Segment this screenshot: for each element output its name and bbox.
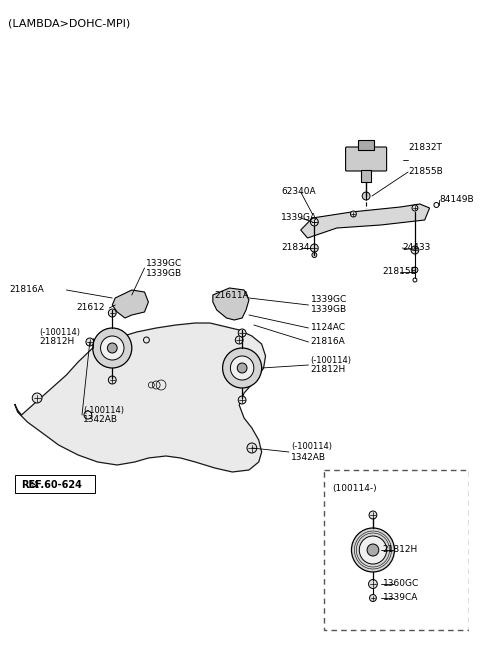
Text: 21611A: 21611A bbox=[215, 291, 250, 299]
Circle shape bbox=[247, 443, 257, 453]
Polygon shape bbox=[300, 204, 430, 238]
Text: 21834: 21834 bbox=[281, 244, 310, 252]
Circle shape bbox=[235, 336, 243, 344]
Polygon shape bbox=[15, 323, 265, 472]
Text: 1342AB: 1342AB bbox=[83, 415, 118, 424]
Text: 1360GC: 1360GC bbox=[383, 580, 419, 588]
Text: 21816A: 21816A bbox=[10, 286, 45, 295]
Text: 62340A: 62340A bbox=[281, 187, 316, 196]
Text: 1339GB: 1339GB bbox=[146, 269, 182, 278]
Text: 21812H: 21812H bbox=[311, 365, 346, 375]
Text: 21812H: 21812H bbox=[383, 546, 418, 555]
Text: 24433: 24433 bbox=[402, 244, 431, 252]
Text: (-100114): (-100114) bbox=[291, 443, 332, 451]
Circle shape bbox=[108, 376, 116, 384]
Text: 1339GB: 1339GB bbox=[311, 305, 347, 314]
Circle shape bbox=[359, 536, 386, 564]
Text: (-100114): (-100114) bbox=[311, 356, 351, 364]
Text: 21812H: 21812H bbox=[39, 337, 74, 346]
Circle shape bbox=[223, 348, 262, 388]
Text: (-100114): (-100114) bbox=[39, 329, 80, 337]
Circle shape bbox=[311, 244, 318, 252]
Circle shape bbox=[362, 192, 370, 200]
Circle shape bbox=[311, 218, 318, 226]
Text: (LAMBDA>DOHC-MPI): (LAMBDA>DOHC-MPI) bbox=[8, 18, 130, 28]
Circle shape bbox=[412, 205, 418, 211]
Text: 1342AB: 1342AB bbox=[291, 453, 326, 462]
Circle shape bbox=[311, 219, 318, 225]
Text: 1124AC: 1124AC bbox=[311, 324, 346, 333]
Text: 1339GC: 1339GC bbox=[311, 295, 347, 305]
Text: REF.60-624: REF.60-624 bbox=[22, 480, 83, 490]
Circle shape bbox=[230, 356, 254, 380]
Text: 21815E: 21815E bbox=[383, 267, 417, 276]
Circle shape bbox=[108, 343, 117, 353]
Bar bbox=[361, 170, 371, 182]
Circle shape bbox=[369, 580, 377, 588]
Circle shape bbox=[32, 393, 42, 403]
Circle shape bbox=[86, 338, 94, 346]
Bar bbox=[358, 140, 374, 150]
Text: 1339GA: 1339GA bbox=[281, 214, 317, 223]
Circle shape bbox=[237, 363, 247, 373]
Circle shape bbox=[108, 309, 116, 317]
Circle shape bbox=[369, 511, 377, 519]
Polygon shape bbox=[112, 290, 148, 318]
Circle shape bbox=[370, 595, 376, 601]
Text: 21816A: 21816A bbox=[311, 337, 345, 346]
Text: 21832T: 21832T bbox=[408, 143, 442, 153]
Text: (-100114): (-100114) bbox=[83, 405, 124, 415]
Circle shape bbox=[93, 328, 132, 368]
Circle shape bbox=[100, 336, 124, 360]
FancyBboxPatch shape bbox=[346, 147, 386, 171]
Text: 1339GC: 1339GC bbox=[146, 259, 183, 267]
Circle shape bbox=[351, 528, 395, 572]
Polygon shape bbox=[213, 288, 249, 320]
Circle shape bbox=[411, 246, 419, 254]
Circle shape bbox=[367, 544, 379, 556]
Circle shape bbox=[350, 211, 356, 217]
Circle shape bbox=[312, 252, 317, 257]
Text: 21855B: 21855B bbox=[408, 168, 443, 176]
Bar bbox=[15, 475, 95, 493]
Circle shape bbox=[238, 329, 246, 337]
Circle shape bbox=[238, 396, 246, 404]
Text: 1339CA: 1339CA bbox=[383, 593, 418, 603]
Text: 84149B: 84149B bbox=[439, 195, 474, 204]
Bar bbox=[324, 470, 468, 630]
Circle shape bbox=[412, 267, 418, 273]
Circle shape bbox=[413, 278, 417, 282]
Text: 21612: 21612 bbox=[76, 303, 105, 312]
Text: (100114-): (100114-) bbox=[332, 484, 377, 493]
